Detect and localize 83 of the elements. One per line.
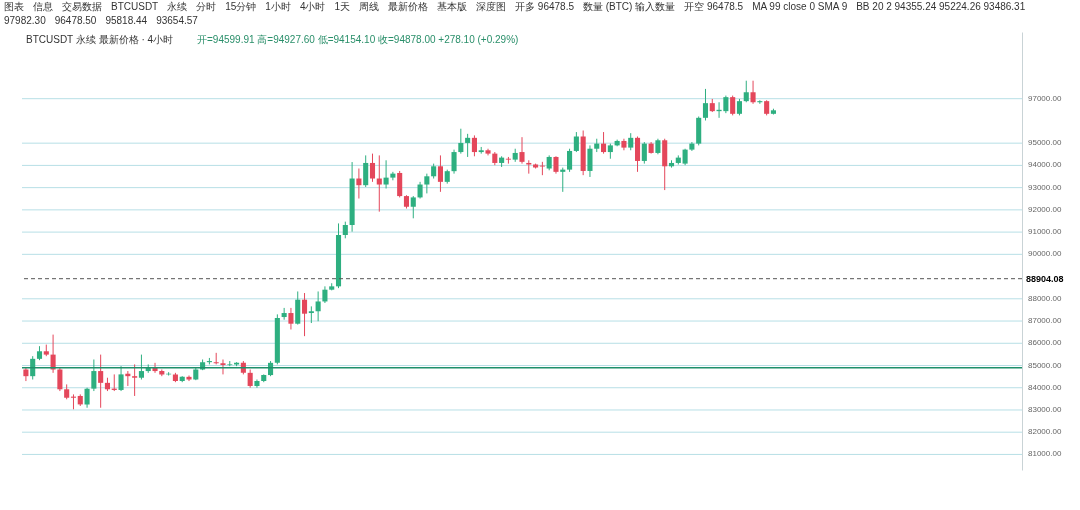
candlestick (539, 161, 545, 176)
candlestick (138, 354, 144, 381)
text: 1天 (334, 0, 351, 14)
candlestick (641, 141, 647, 165)
ref-line-label: 88904.08 (1026, 273, 1064, 284)
y-tick-label: 93000.00 (1028, 182, 1062, 192)
text: 96478.50 (54, 14, 97, 28)
text: 周线 (359, 0, 380, 14)
y-tick-label: 88000.00 (1028, 293, 1062, 303)
candlestick (57, 367, 63, 392)
candlestick (383, 159, 389, 190)
candlestick (390, 171, 396, 181)
candlestick (519, 136, 525, 165)
text: 信息 (33, 0, 53, 14)
candlestick (424, 173, 430, 194)
text: 93654.57 (156, 14, 198, 28)
text: 开空 96478.5 (684, 0, 744, 14)
candlestick (376, 154, 382, 213)
candlestick (410, 195, 416, 219)
candlestick (526, 159, 532, 175)
text: 分时 (196, 0, 217, 14)
candlestick (281, 307, 287, 321)
text: 数量 (BTC) 输入数量 (582, 0, 676, 14)
y-tick-label: 83000.00 (1028, 404, 1062, 414)
text: MA 99 close 0 SMA 9 (752, 0, 848, 14)
y-tick-label: 81000.00 (1028, 449, 1062, 459)
candlestick (567, 148, 573, 173)
chart-subtitle: 开=94599.91 高=94927.60 低=94154.10 收=94878.00 +278.10 (+0.29%) (197, 34, 519, 45)
candlestick (301, 292, 308, 337)
candlestick (471, 134, 477, 157)
text: 4小时 (299, 0, 326, 14)
candlestick (601, 131, 607, 155)
y-tick-label: 86000.00 (1028, 338, 1062, 348)
y-tick-label: 90000.00 (1028, 249, 1062, 259)
text: BTCUSDT (111, 0, 159, 14)
candlestick (702, 88, 709, 121)
candlestick (118, 365, 124, 392)
text: 97982.30 (4, 14, 46, 28)
candlestick (315, 290, 321, 322)
y-tick-label: 94000.00 (1028, 160, 1062, 170)
candlestick (451, 149, 457, 175)
y-tick-label: 87000.00 (1028, 316, 1062, 326)
candlestick (730, 95, 736, 116)
y-tick-label: 97000.00 (1028, 93, 1062, 103)
candlestick (288, 307, 294, 330)
candlestick (247, 369, 253, 389)
y-tick-label: 91000.00 (1028, 227, 1062, 237)
candlestick (465, 133, 471, 158)
candlestick (369, 153, 376, 183)
candlestick (743, 80, 749, 103)
text: 15分钟 (225, 0, 257, 14)
candlestick (132, 363, 138, 397)
text: 1小时 (265, 0, 291, 14)
text: 开多 96478.5 (515, 0, 574, 14)
candlestick (587, 144, 593, 178)
chart-title: BTCUSDT 永续 最新价格 · 4小时 (26, 34, 174, 45)
candlestick (98, 354, 104, 409)
candlestick (50, 334, 56, 374)
text: 基本版 (437, 0, 468, 14)
candlestick (573, 131, 579, 153)
text: 交易数据 (62, 0, 102, 14)
candlestick (458, 128, 464, 155)
y-tick-label: 82000.00 (1028, 427, 1062, 437)
text: BB 20 2 94355.24 95224.26 93486.31 (856, 0, 1026, 14)
text: 95818.44 (105, 14, 148, 28)
candlestick (750, 80, 756, 105)
text: 最新价格 (388, 0, 429, 14)
candlestick (220, 359, 226, 375)
candlestick (560, 167, 566, 193)
candlestick (91, 359, 97, 392)
candlestick (152, 362, 158, 374)
candlestick (363, 154, 369, 188)
y-tick-label: 95000.00 (1028, 138, 1062, 148)
text: 图表 (4, 0, 24, 14)
y-tick-label: 84000.00 (1028, 382, 1062, 392)
candlestick (634, 136, 641, 173)
y-tick-label: 92000.00 (1028, 204, 1062, 214)
text: 深度图 (476, 0, 507, 14)
candlestick (84, 387, 90, 409)
y-tick-label: 85000.00 (1028, 360, 1062, 370)
candlestick (437, 154, 443, 193)
text: 永续 (167, 0, 188, 14)
candlestick (397, 170, 403, 198)
